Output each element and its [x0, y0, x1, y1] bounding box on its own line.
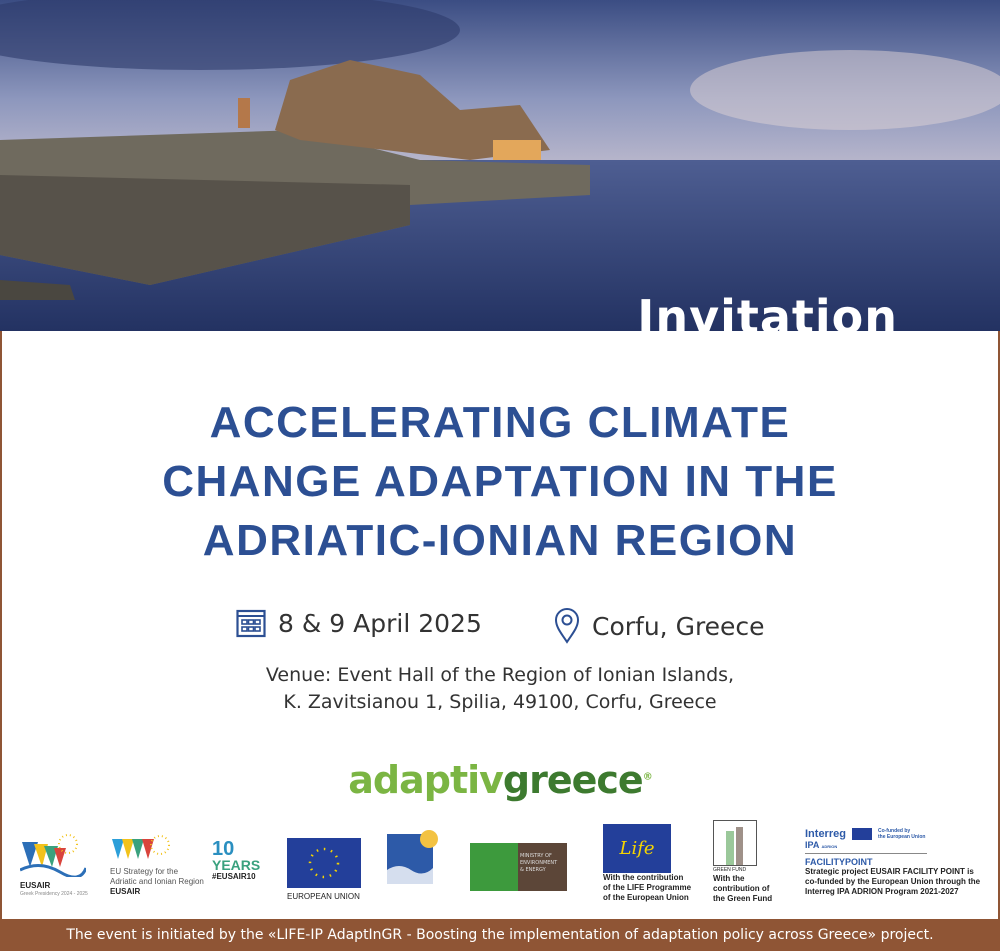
interreg-facilitypoint-logo: Interreg Co-funded by the European Union I…: [805, 828, 981, 896]
venue-address: K. Zavitsianou 1, Spilia, 49100, Corfu, …: [283, 691, 717, 713]
ionian-islands-region-logo: [387, 830, 439, 890]
ministry-environment-energy-logo: MINISTRY OF ENVIRONMENT & ENERGY: [470, 843, 567, 891]
life-programme-logo: Life With the contribution of the LIFE Pr…: [603, 824, 691, 903]
event-title: ACCELERATING CLIMATE CHANGE ADAPTATION I…: [0, 393, 1000, 570]
green-fund-logo: GREEN FUND With the contribution of the Gr…: [713, 820, 772, 904]
invitation-card: [0, 331, 1000, 919]
title-line: CHANGE ADAPTATION IN THE: [162, 457, 838, 506]
footer-bar: The event is initiated by the «LIFE-IP A…: [0, 919, 1000, 951]
date-text: 8 & 9 April 2025: [278, 608, 482, 638]
title-line: ADRIATIC-IONIAN REGION: [202, 516, 798, 565]
map-pin-icon: [554, 608, 580, 644]
eusair-strategy-logo: EU Strategy for the Adriatic and Ionian …: [110, 833, 204, 897]
eu-flag-icon: [287, 838, 361, 888]
event-location: Corfu, Greece: [554, 608, 765, 644]
corfu-fortress-photo: [0, 0, 1000, 331]
title-line: ACCELERATING CLIMATE: [209, 398, 791, 447]
eusair-10-years-logo: 10 YEARS #EUSAIR10: [212, 838, 261, 881]
calendar-icon: [236, 609, 266, 638]
location-text: Corfu, Greece: [592, 611, 765, 641]
adaptivgreece-logo: adaptivgreece®: [348, 758, 652, 802]
event-date: 8 & 9 April 2025: [236, 608, 482, 638]
venue-line: Venue: Event Hall of the Region of Ionia…: [265, 664, 735, 686]
eusair-presidency-logo: EUSAIR Greek Presidency 2024 - 2025: [19, 832, 88, 897]
european-union-logo: EUROPEAN UNION: [287, 838, 361, 902]
